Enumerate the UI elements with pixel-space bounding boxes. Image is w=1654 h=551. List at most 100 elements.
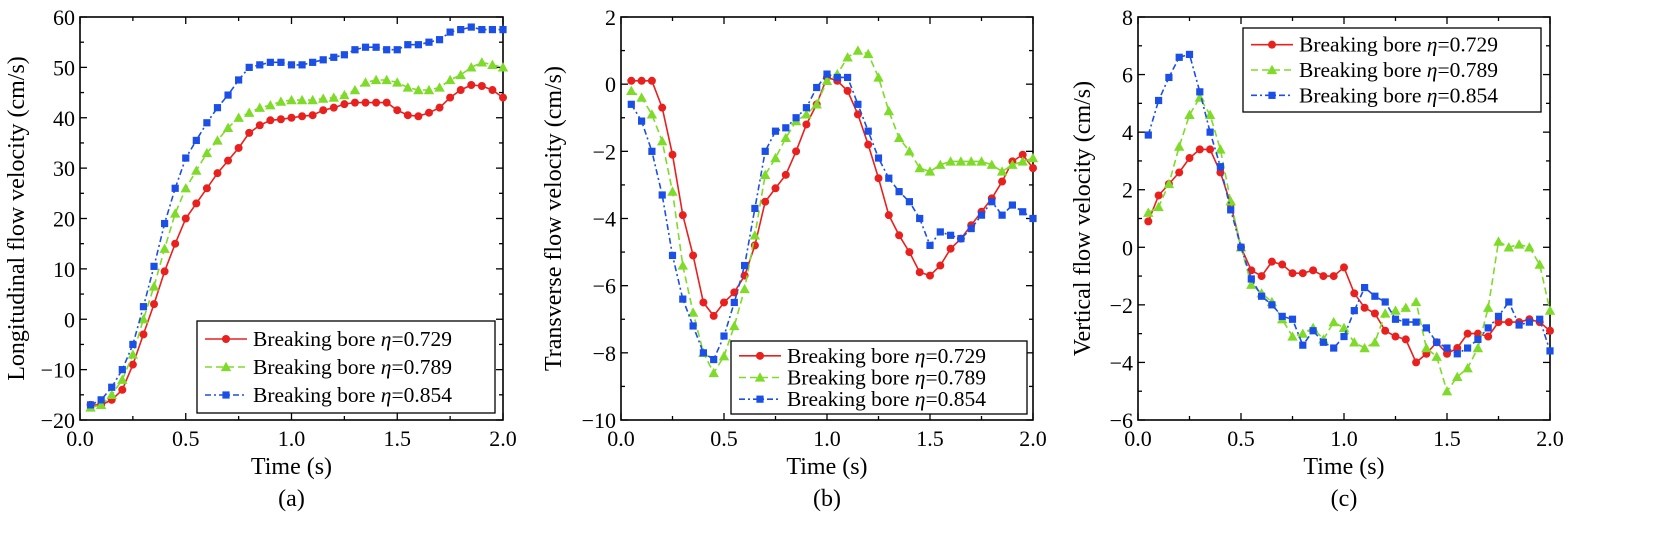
data-point bbox=[720, 298, 728, 307]
x-tick-label: 1.0 bbox=[1330, 426, 1358, 451]
data-point bbox=[1247, 275, 1255, 283]
data-point bbox=[1144, 217, 1153, 226]
data-point bbox=[936, 261, 945, 270]
data-point bbox=[435, 103, 444, 112]
data-point bbox=[330, 53, 338, 61]
data-point bbox=[1505, 298, 1513, 306]
legend-entry-label: Breaking bore η=0.729 bbox=[787, 344, 986, 368]
data-point bbox=[926, 241, 934, 249]
data-point bbox=[1340, 263, 1348, 272]
data-point bbox=[455, 69, 466, 80]
x-tick-label: 1.5 bbox=[384, 426, 412, 451]
series-line bbox=[630, 73, 1034, 361]
data-point bbox=[843, 86, 852, 95]
x-tick-label: 2.0 bbox=[1019, 426, 1047, 451]
series-3 bbox=[627, 70, 1037, 364]
data-point bbox=[720, 332, 728, 340]
data-point bbox=[372, 98, 381, 107]
data-point bbox=[191, 165, 202, 175]
data-point bbox=[864, 140, 873, 149]
data-point bbox=[1503, 242, 1514, 252]
series-3 bbox=[86, 23, 507, 409]
data-point bbox=[1227, 206, 1235, 214]
legend-marker bbox=[220, 361, 232, 372]
data-point bbox=[996, 166, 1008, 176]
data-point bbox=[935, 159, 946, 169]
data-point bbox=[108, 383, 116, 391]
series-3 bbox=[1144, 50, 1554, 358]
data-point bbox=[1029, 214, 1037, 223]
data-point bbox=[1483, 302, 1494, 312]
panel-label: (c) bbox=[1331, 486, 1358, 512]
data-point bbox=[1018, 150, 1027, 159]
data-point bbox=[986, 159, 997, 169]
data-point bbox=[340, 100, 349, 109]
data-point bbox=[749, 230, 761, 240]
data-point bbox=[1433, 338, 1441, 346]
data-point bbox=[658, 103, 667, 112]
data-point bbox=[895, 188, 903, 196]
data-point bbox=[434, 82, 445, 92]
data-point bbox=[372, 43, 380, 51]
data-point bbox=[203, 119, 211, 127]
data-point bbox=[212, 135, 223, 145]
data-point bbox=[687, 307, 699, 317]
data-point bbox=[1185, 50, 1194, 59]
data-point bbox=[276, 115, 285, 124]
data-point bbox=[393, 106, 402, 115]
data-point bbox=[1359, 342, 1370, 353]
data-point bbox=[467, 23, 475, 31]
data-point bbox=[499, 93, 507, 102]
data-point bbox=[945, 156, 956, 166]
data-point bbox=[1258, 292, 1266, 300]
data-point bbox=[86, 401, 95, 409]
series-line bbox=[90, 84, 504, 406]
y-tick-label: 0 bbox=[605, 72, 616, 97]
x-tick-label: 0.0 bbox=[607, 426, 635, 451]
y-tick-label: −4 bbox=[1110, 350, 1133, 375]
data-point bbox=[1175, 168, 1184, 177]
legend-entry-label: Breaking bore η=0.854 bbox=[787, 387, 986, 411]
data-point bbox=[139, 303, 148, 311]
data-point bbox=[977, 211, 986, 219]
data-point bbox=[402, 82, 414, 92]
data-point bbox=[1350, 307, 1358, 315]
data-point bbox=[770, 152, 781, 163]
data-point bbox=[275, 96, 287, 106]
data-point bbox=[318, 93, 329, 103]
data-point bbox=[646, 109, 658, 119]
data-point bbox=[161, 219, 169, 228]
data-point bbox=[181, 214, 190, 223]
data-point bbox=[854, 100, 862, 108]
data-point bbox=[340, 51, 348, 59]
legend-entry-label: Breaking bore η=0.729 bbox=[253, 327, 452, 351]
x-tick-label: 1.5 bbox=[1433, 426, 1461, 451]
data-point bbox=[657, 136, 668, 146]
legend-marker bbox=[756, 351, 764, 360]
data-point bbox=[1473, 329, 1482, 338]
data-point bbox=[201, 147, 213, 158]
data-point bbox=[751, 204, 759, 213]
data-point bbox=[739, 283, 750, 294]
legend-marker bbox=[1268, 91, 1276, 99]
data-point bbox=[699, 298, 708, 307]
data-point bbox=[761, 197, 770, 206]
y-tick-label: −20 bbox=[41, 408, 75, 433]
data-point bbox=[1515, 321, 1523, 329]
data-point bbox=[383, 46, 391, 54]
data-point bbox=[413, 84, 424, 95]
data-point bbox=[128, 360, 137, 369]
data-point bbox=[667, 186, 678, 196]
data-point bbox=[864, 127, 872, 135]
data-point bbox=[823, 70, 831, 78]
data-point bbox=[895, 231, 904, 240]
data-point bbox=[1513, 239, 1525, 249]
data-point bbox=[1350, 289, 1359, 298]
data-point bbox=[487, 59, 498, 70]
data-point bbox=[339, 89, 350, 100]
data-point bbox=[1546, 347, 1554, 355]
data-point bbox=[256, 61, 264, 69]
series-line bbox=[90, 61, 504, 409]
data-point bbox=[821, 75, 833, 85]
data-point bbox=[1452, 371, 1463, 381]
